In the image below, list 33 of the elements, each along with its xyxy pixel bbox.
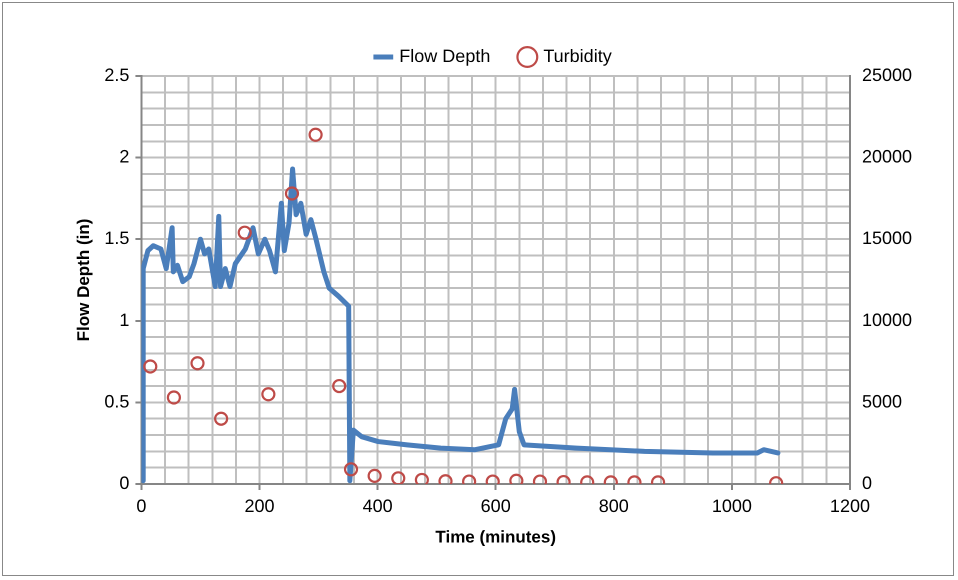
y-tick-label: 0 <box>119 472 130 493</box>
point <box>284 186 300 201</box>
x-tick-label: 0 <box>136 496 146 516</box>
y-tick-label: 1.5 <box>104 228 130 248</box>
point <box>391 471 406 484</box>
x-tick-label: 400 <box>362 496 393 516</box>
x-tick-label: 200 <box>244 496 275 516</box>
legend-label: Flow Depth <box>399 46 490 66</box>
y2-tick-label: 25000 <box>862 64 912 85</box>
point <box>143 359 158 374</box>
x-tick-label: 600 <box>480 496 511 516</box>
y-tick-label: 1 <box>119 310 130 330</box>
y2-tick-label: 15000 <box>862 228 912 248</box>
y2-tick-label: 0 <box>862 472 872 493</box>
y-tick-label: 2.5 <box>104 64 130 85</box>
point <box>166 390 181 405</box>
y-tick-label: 2 <box>119 146 130 167</box>
y2-tick-label: 10000 <box>862 310 912 330</box>
legend-label: Turbidity <box>543 46 612 66</box>
point <box>190 356 205 370</box>
x-tick-label: 1200 <box>830 496 870 516</box>
x-tick-label: 1000 <box>712 496 752 516</box>
y2-tick-label: 20000 <box>862 146 912 167</box>
point <box>238 226 252 240</box>
point <box>308 128 323 142</box>
point <box>414 472 429 484</box>
y2-tick-label: 5000 <box>862 391 902 412</box>
point <box>332 378 346 394</box>
y-axis-title: Flow Depth (in) <box>74 218 93 342</box>
x-tick-label: 800 <box>598 496 629 516</box>
y-tick-label: 0.5 <box>104 391 130 412</box>
point <box>261 387 276 402</box>
x-axis-title: Time (minutes) <box>435 527 556 546</box>
